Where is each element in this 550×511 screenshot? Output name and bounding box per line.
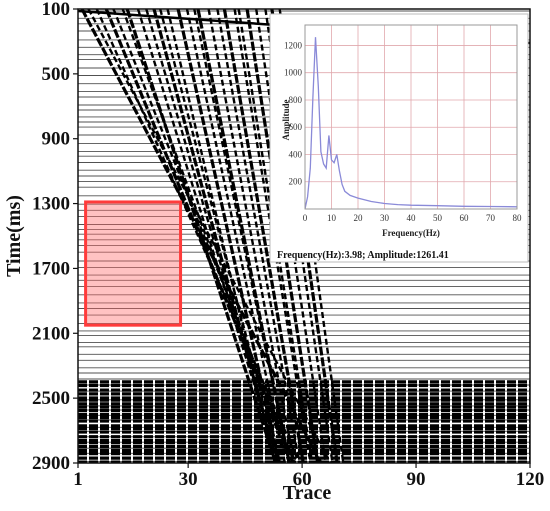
- section-frame: [77, 8, 531, 464]
- y-tick-label: 2900: [32, 453, 70, 474]
- inset-frame: [304, 24, 518, 210]
- inset-x-tick-label: 80: [513, 213, 523, 223]
- inset-y-axis-title: Amplitude: [281, 99, 291, 140]
- x-tick-label: 90: [407, 469, 426, 490]
- spectrum-line: [305, 37, 517, 209]
- y-tick-label: 1300: [32, 194, 70, 215]
- inset-y-tick-label: 1200: [284, 40, 303, 50]
- y-axis-ticks: 100 500 900 1300 1700 2100 2500 2900: [32, 0, 78, 474]
- inset-x-tick-label: 30: [380, 213, 390, 223]
- x-axis-ticks: 1 30 60 90 120: [73, 463, 544, 490]
- y-tick-label: 2500: [32, 388, 70, 409]
- inset-x-axis-title: Frequency(Hz): [382, 228, 440, 238]
- y-tick-label: 1700: [32, 258, 70, 279]
- strong-events: [78, 9, 530, 463]
- x-tick-label: 120: [516, 469, 545, 490]
- inset-y-tick-label: 800: [289, 95, 303, 105]
- peak-readout: Frequency(Hz):3.98; Amplitude:1261.41: [277, 250, 449, 261]
- inset-x-tick-label: 70: [486, 213, 496, 223]
- inset-x-tick-label: 20: [354, 213, 364, 223]
- highlight-box: [84, 200, 183, 327]
- inset-x-tick-label: 50: [433, 213, 443, 223]
- y-axis-title: Time(ms): [3, 195, 25, 277]
- inset-y-tick-label: 200: [289, 177, 303, 187]
- y-tick-label: 500: [42, 64, 71, 85]
- inset-x-tick-label: 40: [407, 213, 417, 223]
- x-tick-label: 30: [179, 469, 198, 490]
- inset-x-tick-label: 0: [303, 213, 308, 223]
- inset-x-tick-label: 60: [460, 213, 470, 223]
- y-tick-label: 900: [42, 129, 71, 150]
- y-tick-label: 100: [42, 0, 71, 20]
- x-tick-label: 60: [293, 469, 312, 490]
- inset-y-tick-label: 400: [289, 149, 303, 159]
- inset-y-tick-label: 600: [289, 122, 303, 132]
- spectrum-inset: 0 10 20 30 40 50 60 70 80 200 400 600 800 1000 1200 F…: [269, 13, 529, 263]
- inset-y-tick-label: 1000: [284, 68, 303, 78]
- x-tick-label: 1: [73, 469, 83, 490]
- inset-x-ticks: 0 10 20 30 40 50 60 70 80: [303, 213, 522, 223]
- x-axis-title: Trace: [283, 482, 332, 504]
- inset-x-tick-label: 10: [327, 213, 337, 223]
- y-tick-label: 2100: [32, 323, 70, 344]
- inset-y-ticks: 200 400 600 800 1000 1200: [284, 40, 303, 186]
